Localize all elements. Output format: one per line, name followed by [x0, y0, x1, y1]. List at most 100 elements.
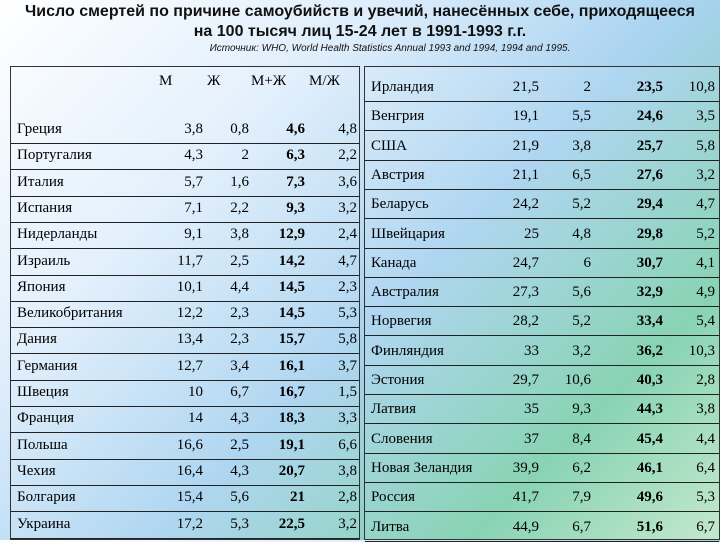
table-row: Россия 41,7 7,9 49,6 5,3: [365, 485, 719, 513]
value-m: 11,7: [177, 252, 203, 269]
value-f: 4,4: [230, 278, 249, 295]
value-mf: 14,5: [278, 305, 305, 322]
value-f: 2,5: [230, 252, 249, 269]
country-name: Канада: [371, 254, 417, 271]
value-mf: 18,3: [278, 410, 305, 427]
value-m: 16,6: [176, 436, 203, 453]
value-m: 28,2: [512, 313, 539, 330]
value-f: 3,2: [572, 342, 591, 359]
table-row: Нидерланды 9,1 3,8 12,9 2,4: [11, 222, 359, 250]
table-row: Греция 3,8 0,8 4,6 4,8: [11, 117, 359, 144]
table-row: Австралия 27,3 5,6 32,9 4,9: [365, 280, 719, 308]
value-m: 37: [524, 430, 539, 447]
value-mf: 51,6: [636, 518, 663, 535]
table-row: Латвия 35 9,3 44,3 3,8: [365, 397, 719, 425]
table-row: Италия 5,7 1,6 7,3 3,6: [11, 170, 359, 197]
value-m: 3,8: [184, 121, 203, 137]
value-m: 14: [188, 410, 203, 427]
page-title: Число смертей по причине самоубийств и у…: [25, 3, 695, 40]
country-name: Италия: [17, 173, 64, 190]
country-name: Нидерланды: [17, 226, 98, 243]
value-f: 3,8: [230, 226, 249, 243]
country-name: Беларусь: [371, 196, 429, 213]
value-mf: 46,1: [636, 459, 663, 476]
value-ratio: 2,4: [338, 226, 357, 243]
table-row: Германия 12,7 3,4 16,1 3,7: [11, 354, 359, 381]
table-row: Швеция 10 6,7 16,7 1,5: [11, 380, 359, 407]
value-f: 3,8: [572, 137, 591, 154]
country-name: Австрия: [371, 166, 425, 183]
value-f: 6,7: [572, 518, 591, 535]
country-name: Франция: [17, 410, 74, 427]
value-ratio: 4,9: [696, 284, 715, 301]
value-f: 6: [583, 254, 592, 271]
value-m: 27,3: [512, 284, 539, 301]
right-table: Ирландия 21,5 2 23,5 10,8 Венгрия 19,1 5,5 24,6 3…: [364, 66, 720, 542]
country-name: Словения: [371, 430, 433, 447]
country-name: Австралия: [371, 284, 439, 301]
table-row: Польша 16,6 2,5 19,1 6,6: [11, 433, 359, 460]
value-m: 33: [524, 342, 539, 359]
country-name: Украина: [17, 515, 71, 532]
header-mf: М+Ж: [251, 73, 287, 89]
value-f: 5,2: [572, 313, 591, 330]
table-row: Великобритания 12,2 2,3 14,5 5,3: [11, 301, 359, 329]
value-m: 7,1: [184, 199, 203, 216]
table-row: Швейцария 25 4,8 29,8 5,2: [365, 222, 719, 249]
value-ratio: 3,5: [696, 108, 715, 125]
value-ratio: 3,3: [338, 410, 357, 427]
value-f: 4,3: [230, 462, 249, 479]
value-f: 10,6: [564, 372, 591, 388]
table-row: Венгрия 19,1 5,5 24,6 3,5: [365, 104, 719, 132]
country-name: Эстония: [371, 372, 425, 388]
value-ratio: 5,3: [338, 305, 357, 322]
country-name: Израиль: [17, 252, 71, 269]
value-m: 41,7: [512, 489, 539, 506]
value-ratio: 2,8: [338, 489, 357, 506]
country-name: Дания: [17, 331, 57, 348]
value-mf: 36,2: [636, 342, 663, 359]
value-f: 9,3: [572, 401, 591, 418]
country-name: Латвия: [371, 401, 417, 418]
value-f: 4,8: [572, 225, 591, 242]
country-name: Россия: [371, 489, 416, 506]
table-row: Испания 7,1 2,2 9,3 3,2: [11, 196, 359, 223]
value-m: 16,4: [176, 462, 203, 479]
value-mf: 19,1: [278, 436, 305, 453]
value-ratio: 6,6: [338, 436, 357, 453]
value-m: 5,7: [184, 173, 203, 190]
value-m: 35: [524, 401, 539, 418]
table-row: Франция 14 4,3 18,3 3,3: [11, 406, 359, 434]
value-m: 25: [524, 225, 539, 242]
table-row: Ирландия 21,5 2 23,5 10,8: [365, 75, 719, 102]
country-name: США: [371, 137, 407, 154]
value-mf: 7,3: [286, 173, 305, 190]
value-f: 2: [241, 147, 250, 164]
value-m: 15,4: [176, 489, 203, 506]
value-f: 5,2: [572, 196, 591, 213]
value-m: 4,3: [184, 147, 203, 164]
source-note: Источник: WHO, World Health Statistics A…: [209, 43, 571, 54]
table-row: Канада 24,7 6 30,7 4,1: [365, 251, 719, 278]
value-ratio: 1,5: [338, 384, 357, 400]
value-ratio: 3,8: [338, 462, 357, 479]
value-f: 5,6: [572, 284, 591, 301]
value-f: 5,3: [230, 515, 249, 532]
value-ratio: 4,1: [696, 254, 715, 271]
value-m: 17,2: [176, 515, 203, 532]
table-row: Литва 44,9 6,7 51,6 6,7: [365, 515, 719, 542]
header-f: Ж: [207, 73, 221, 89]
value-mf: 30,7: [636, 254, 663, 271]
value-m: 10: [188, 384, 203, 400]
value-f: 5,5: [572, 108, 591, 125]
value-ratio: 2,2: [338, 147, 357, 164]
value-mf: 12,9: [278, 226, 305, 243]
value-m: 9,1: [184, 226, 203, 243]
value-ratio: 5,4: [696, 313, 715, 330]
country-name: Швейцария: [371, 225, 445, 242]
country-name: Венгрия: [371, 108, 425, 125]
value-mf: 25,7: [636, 137, 663, 154]
country-name: Япония: [17, 278, 66, 295]
table-row: Австрия 21,1 6,5 27,6 3,2: [365, 163, 719, 190]
table-row: США 21,9 3,8 25,7 5,8: [365, 134, 719, 161]
